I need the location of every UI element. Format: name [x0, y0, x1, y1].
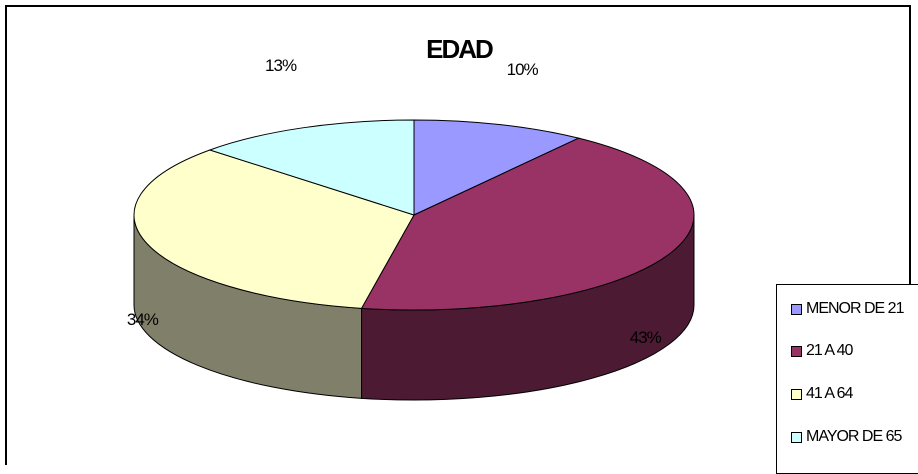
pie-chart: 10% 43% 34% 13%: [127, 56, 695, 401]
legend-item-mayor-de-65: MAYOR DE 65: [791, 427, 902, 447]
pie-slice-41-a-64: [133, 149, 415, 309]
legend: MENOR DE 21 21 A 40 41 A 64 MAYOR DE 65: [776, 284, 918, 474]
legend-label-21-a-40: 21 A 40: [806, 342, 853, 359]
legend-label-menor-de-21: MENOR DE 21: [806, 300, 904, 317]
legend-swatch-21-a-40: [791, 345, 802, 357]
chart-frame: [5, 5, 911, 465]
legend-swatch-menor-de-21: [791, 303, 802, 315]
legend-swatch-mayor-de-65: [791, 431, 802, 443]
legend-label-mayor-de-65: MAYOR DE 65: [806, 428, 902, 445]
legend-item-41-a-64: 41 A 64: [791, 384, 853, 404]
chart-title: EDAD: [426, 34, 494, 64]
legend-label-41-a-64: 41 A 64: [806, 385, 853, 402]
data-label-mayor-de-65: 13%: [265, 56, 297, 75]
data-label-menor-de-21: 10%: [507, 60, 539, 79]
data-label-41-a-64: 34%: [127, 310, 159, 329]
legend-item-menor-de-21: MENOR DE 21: [791, 299, 904, 319]
legend-item-21-a-40: 21 A 40: [791, 341, 853, 361]
pie-slice-menor-de-21: [413, 119, 581, 216]
pie-slice-21-a-40: [360, 137, 695, 311]
data-label-21-a-40: 43%: [630, 328, 662, 347]
pie-slice-mayor-de-65: [208, 119, 415, 216]
legend-swatch-41-a-64: [791, 388, 802, 400]
